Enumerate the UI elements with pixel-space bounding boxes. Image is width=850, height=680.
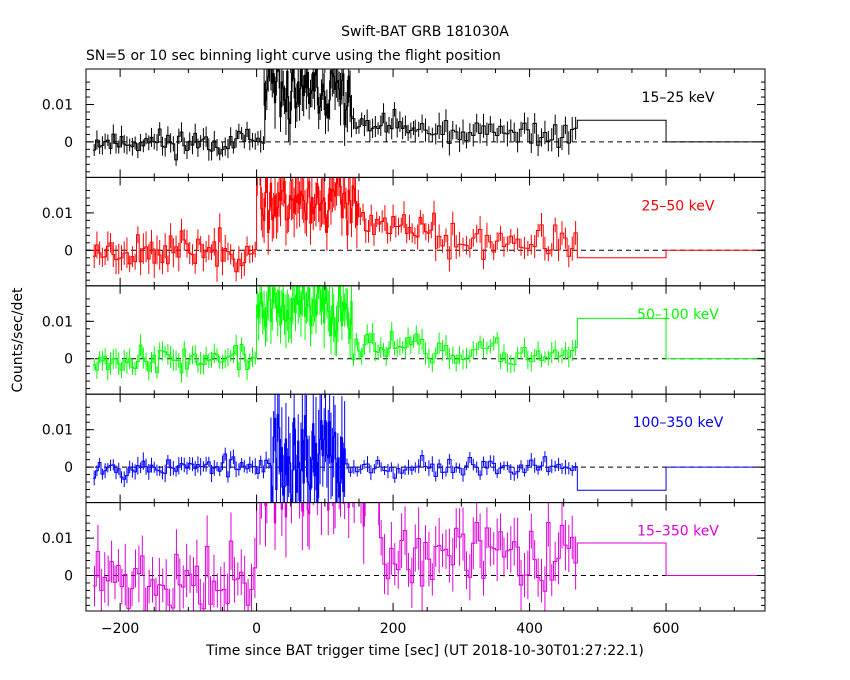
series-2 xyxy=(92,177,765,282)
y-tick-label: 0 xyxy=(64,135,73,151)
y-tick-label: 0.01 xyxy=(42,314,73,330)
panel-frame xyxy=(85,285,766,395)
y-axis-label: Counts/sec/det xyxy=(10,287,26,392)
series-label: 100–350 keV xyxy=(633,415,724,431)
y-tick-label: 0.01 xyxy=(42,423,73,439)
series-line xyxy=(92,502,765,612)
x-tick-label: 0 xyxy=(252,621,261,637)
series-label: 25–50 keV xyxy=(642,198,715,214)
y-tick-label: 0.01 xyxy=(42,206,73,222)
y-tick-label: 0 xyxy=(64,568,73,584)
y-tick-label: 0 xyxy=(64,352,73,368)
panel-5: 0 0.01 15–350 keV xyxy=(42,502,766,612)
series-4 xyxy=(92,394,765,503)
series-3 xyxy=(92,285,765,383)
series-label: 15–25 keV xyxy=(642,90,715,106)
y-tick-label: 0.01 xyxy=(42,98,73,114)
series-line xyxy=(92,177,765,273)
chart-title: Swift-BAT GRB 181030A xyxy=(341,24,509,40)
panels: 0 0.01 15–25 keV 0 0.01 25–50 keV 0 0.01 50–100 … xyxy=(42,68,766,637)
y-tick-label: 0 xyxy=(64,243,73,259)
x-tick-label: 600 xyxy=(653,621,680,637)
panel-1: 0 0.01 15–25 keV xyxy=(42,68,766,178)
panel-4: 0 0.01 100–350 keV xyxy=(42,393,766,504)
series-1 xyxy=(92,69,765,166)
series-5 xyxy=(92,502,765,612)
series-label: 50–100 keV xyxy=(637,307,719,323)
x-tick-label: −200 xyxy=(101,621,139,637)
panel-3: 0 0.01 50–100 keV xyxy=(42,285,766,395)
panel-2: 0 0.01 25–50 keV xyxy=(42,176,766,287)
series-label: 15–350 keV xyxy=(637,524,719,540)
panel-frame xyxy=(85,502,766,612)
series-line xyxy=(92,414,765,503)
panel-frame xyxy=(85,393,766,504)
x-tick-label: 200 xyxy=(380,621,407,637)
y-tick-label: 0 xyxy=(64,460,73,476)
x-axis-label: Time since BAT trigger time [sec] (UT 20… xyxy=(205,643,644,659)
chart-subtitle: SN=5 or 10 sec binning light curve using… xyxy=(86,48,501,64)
y-tick-label: 0.01 xyxy=(42,531,73,547)
x-tick-label: 400 xyxy=(516,621,543,637)
